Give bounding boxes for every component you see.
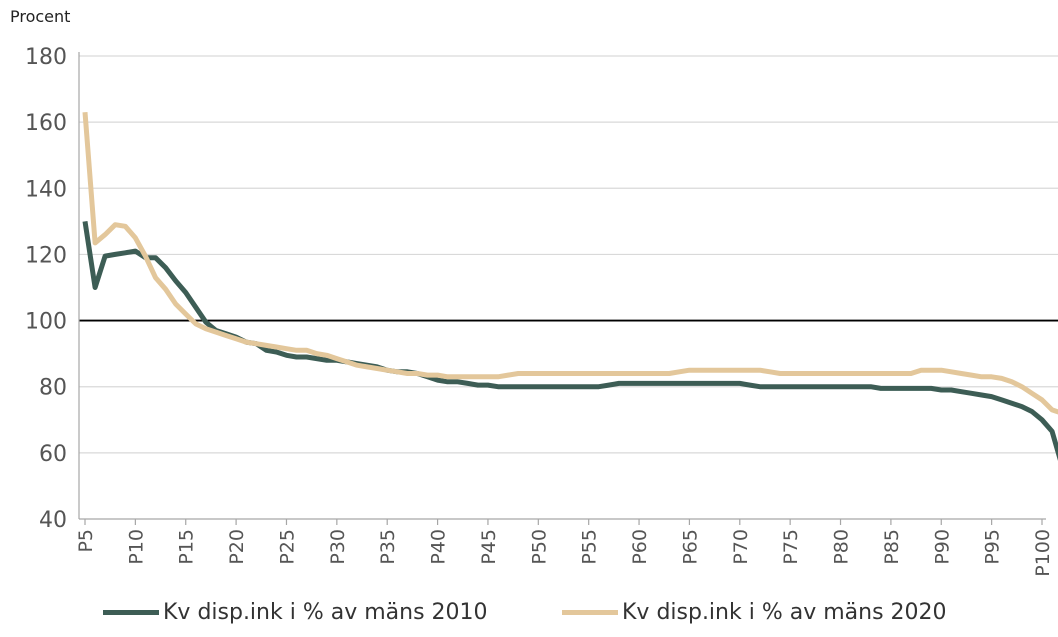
y-tick-label-120: 120 <box>25 243 67 268</box>
y-axis-unit-label: Procent <box>10 7 71 26</box>
x-tick-label-P45: P45 <box>478 529 500 565</box>
legend-swatch-2020 <box>562 610 618 615</box>
x-tick-label-P35: P35 <box>377 529 399 565</box>
x-tick-label-P15: P15 <box>176 529 198 565</box>
legend-item-2020: Kv disp.ink i % av mäns 2020 <box>562 600 947 625</box>
x-tick-label-P25: P25 <box>276 529 298 565</box>
x-tick-label-P70: P70 <box>730 529 752 565</box>
y-tick-label-100: 100 <box>25 310 67 335</box>
y-tick-label-80: 80 <box>39 376 67 401</box>
x-tick-label-P75: P75 <box>780 529 802 565</box>
legend-item-2010: Kv disp.ink i % av mäns 2010 <box>103 600 488 625</box>
x-tick-label-P5: P5 <box>75 529 97 553</box>
x-tick-label-P85: P85 <box>881 529 903 565</box>
legend-label-2010: Kv disp.ink i % av mäns 2010 <box>163 600 488 625</box>
chart-legend: Kv disp.ink i % av mäns 2010 Kv disp.ink… <box>0 600 1058 634</box>
legend-label-2020: Kv disp.ink i % av mäns 2020 <box>622 600 947 625</box>
x-tick-label-P10: P10 <box>125 529 147 565</box>
y-tick-label-160: 160 <box>25 111 67 136</box>
x-tick-label-P55: P55 <box>579 529 601 565</box>
y-tick-label-40: 40 <box>39 508 67 533</box>
x-tick-label-P40: P40 <box>428 529 450 565</box>
x-tick-label-P30: P30 <box>327 529 349 565</box>
y-tick-label-140: 140 <box>25 177 67 202</box>
x-tick-label-P50: P50 <box>528 529 550 565</box>
series-line-2020 <box>82 112 1058 415</box>
series-line-2010 <box>82 221 1058 461</box>
x-tick-label-P100: P100 <box>1032 529 1054 577</box>
y-tick-label-180: 180 <box>25 45 67 70</box>
x-tick-label-P65: P65 <box>679 529 701 565</box>
x-tick-label-P80: P80 <box>831 529 853 565</box>
x-tick-label-P20: P20 <box>226 529 248 565</box>
x-tick-label-P60: P60 <box>629 529 651 565</box>
x-tick-label-P95: P95 <box>982 529 1004 565</box>
legend-swatch-2010 <box>103 610 159 615</box>
line-chart: 40 60 80 100 120 140 160 180 P5 P10 P15 P20 P25 P30 P3… <box>25 45 1058 577</box>
y-tick-label-60: 60 <box>39 442 67 467</box>
x-tick-label-P90: P90 <box>931 529 953 565</box>
